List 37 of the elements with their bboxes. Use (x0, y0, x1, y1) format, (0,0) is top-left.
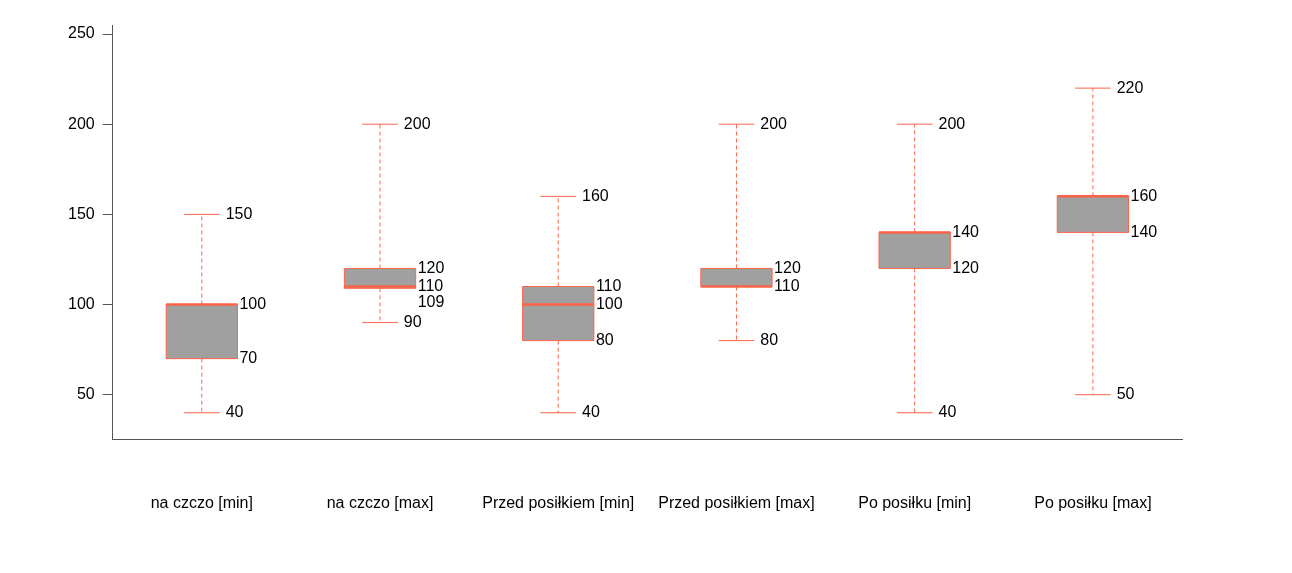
y-tick-label: 250 (67, 24, 95, 42)
annotation: 40 (582, 403, 600, 421)
annotation: 160 (1130, 186, 1158, 204)
x-tick-label: na czczo [max] (326, 493, 434, 511)
annotation: 140 (1130, 222, 1158, 240)
y-tick-label: 150 (67, 204, 95, 222)
annotation: 120 (774, 258, 801, 276)
x-tick-label: Przed posiłkiem [max] (658, 493, 815, 511)
annotation: 50 (1116, 385, 1135, 403)
annotation: 90 (403, 312, 422, 330)
annotation: 110 (774, 276, 800, 294)
annotation: 200 (403, 114, 431, 132)
annotation: 200 (760, 114, 788, 132)
annotation: 220 (1116, 78, 1144, 96)
y-tick-label: 100 (67, 294, 95, 312)
annotation: 109 (417, 292, 445, 310)
annotation: 70 (239, 349, 258, 367)
x-tick-label: Po posiłku [min] (858, 493, 972, 511)
y-tick-label: 50 (76, 385, 95, 403)
annotation: 80 (595, 331, 614, 349)
annotation: 160 (582, 186, 609, 204)
annotation: 110 (595, 276, 622, 294)
annotation: 120 (417, 258, 445, 276)
annotation: 100 (595, 294, 623, 312)
annotation: 80 (760, 331, 779, 349)
x-tick-label: na czczo [min] (150, 493, 253, 511)
x-tick-label: Po posiłku [max] (1034, 493, 1152, 511)
annotation: 200 (938, 114, 966, 132)
annotation: 100 (239, 294, 267, 312)
annotation: 140 (952, 222, 980, 240)
annotation: 40 (938, 403, 957, 421)
annotation: 120 (952, 258, 980, 276)
annotation: 150 (225, 204, 253, 222)
y-tick-label: 200 (67, 114, 95, 132)
annotation: 110 (417, 276, 444, 294)
x-tick-label: Przed posiłkiem [min] (482, 493, 635, 511)
annotation: 40 (225, 403, 244, 421)
